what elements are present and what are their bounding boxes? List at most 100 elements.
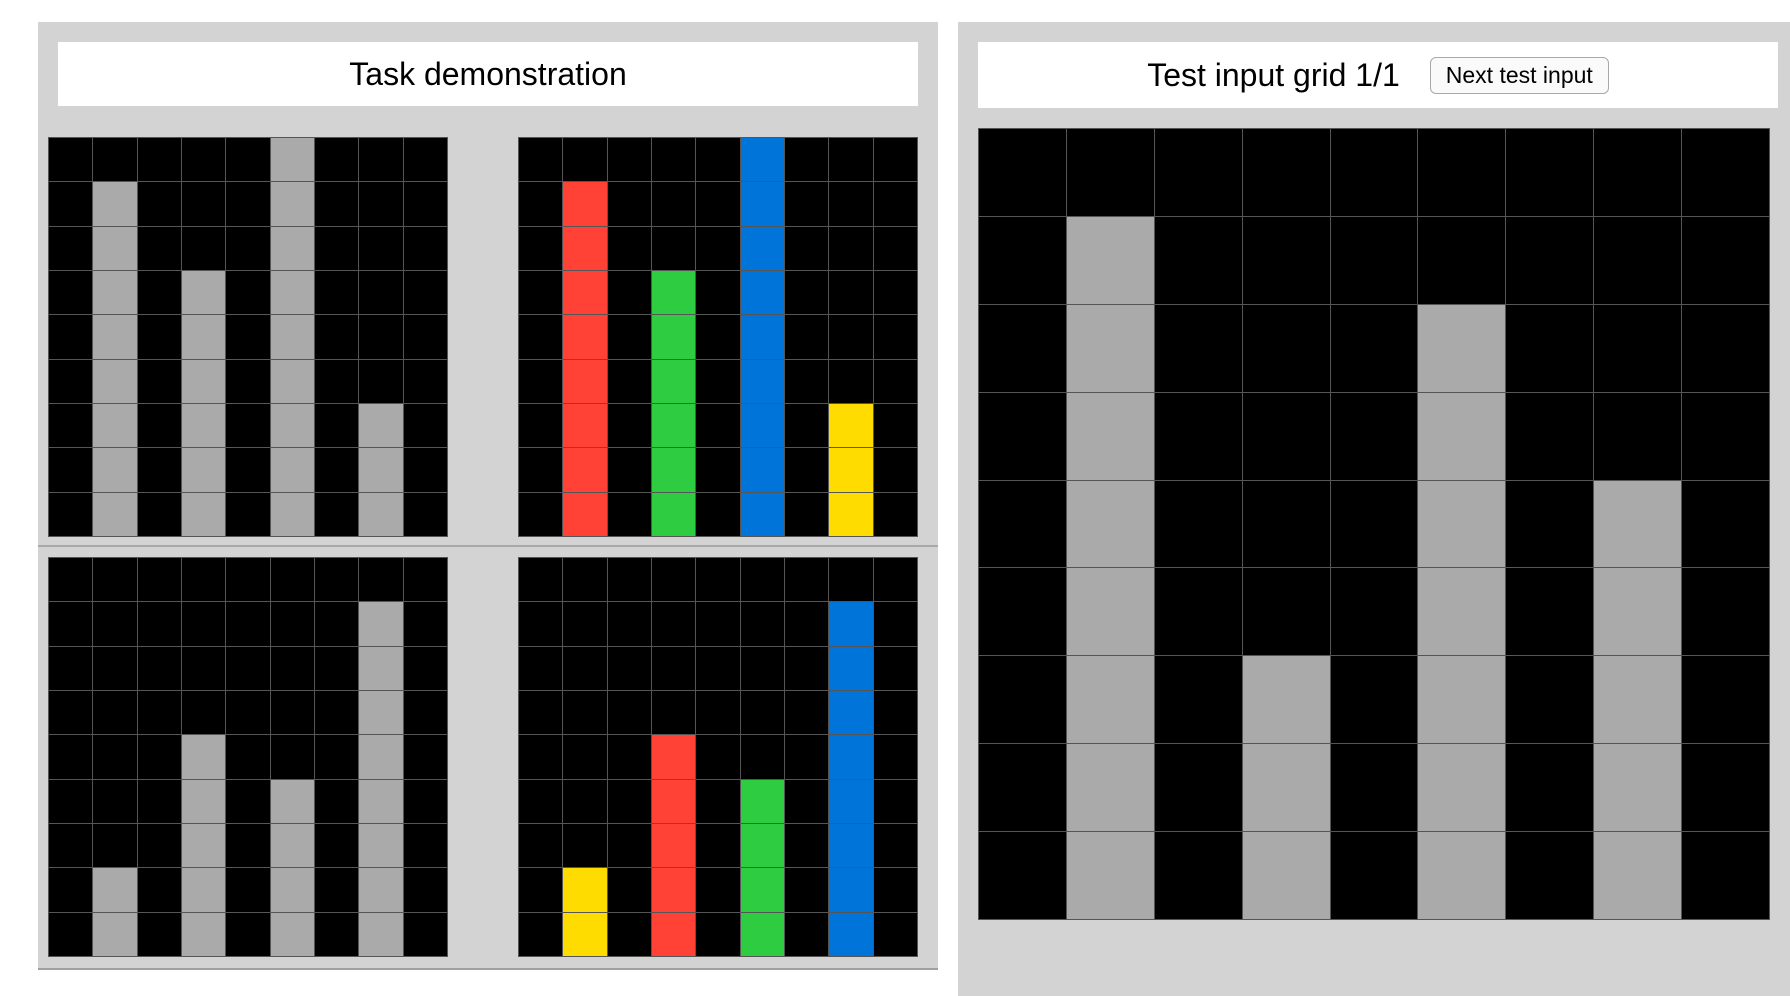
- grid-cell: [1594, 744, 1682, 832]
- grid-cell: [873, 602, 917, 646]
- grid-cell: [1066, 744, 1154, 832]
- grid-cell: [1242, 832, 1330, 919]
- grid-cell: [403, 558, 447, 602]
- grid-cell: [49, 492, 93, 536]
- grid-cell: [403, 359, 447, 403]
- grid-cell: [314, 226, 359, 270]
- grid-cell: [829, 315, 873, 359]
- grid-cell: [829, 138, 873, 182]
- grid-cell: [314, 735, 359, 779]
- grid-cell: [359, 492, 403, 536]
- grid-cell: [651, 182, 696, 226]
- grid-cell: [181, 270, 226, 315]
- grid-cell: [403, 182, 447, 226]
- grid-cell: [49, 182, 93, 226]
- grid-cell: [137, 912, 181, 956]
- grid-cell: [314, 359, 359, 403]
- grid-cell: [137, 448, 181, 492]
- grid-cell: [137, 558, 181, 602]
- grid-cell: [696, 779, 740, 823]
- grid-cell: [137, 823, 181, 868]
- grid-cell: [403, 735, 447, 779]
- grid-cell: [1330, 744, 1418, 832]
- grid-cell: [137, 646, 181, 690]
- grid-cell: [270, 779, 314, 823]
- grid-cell: [519, 735, 563, 779]
- grid-cell: [359, 602, 403, 646]
- next-test-input-button[interactable]: Next test input: [1429, 56, 1609, 94]
- grid-cell: [1682, 129, 1769, 216]
- grid-cell: [519, 868, 563, 912]
- grid-cell: [519, 182, 563, 226]
- grid-cell: [651, 138, 696, 182]
- grid-cell: [979, 304, 1066, 392]
- grid-cell: [359, 868, 403, 912]
- grid-cell: [1506, 216, 1594, 304]
- grid-cell: [226, 868, 270, 912]
- grid-cell: [607, 448, 651, 492]
- grid-cell: [829, 403, 873, 448]
- pair-divider: [38, 545, 938, 547]
- grid-cell: [829, 182, 873, 226]
- grid-cell: [137, 735, 181, 779]
- grid-cell: [49, 646, 93, 690]
- grid-cell: [519, 359, 563, 403]
- grid-cell: [1066, 216, 1154, 304]
- grid-cell: [49, 138, 93, 182]
- grid-cell: [873, 735, 917, 779]
- grid-cell: [829, 492, 873, 536]
- grid-cell: [829, 690, 873, 735]
- grid-cell: [49, 315, 93, 359]
- grid-cell: [137, 359, 181, 403]
- grid-cell: [1066, 392, 1154, 480]
- grid-cell: [873, 823, 917, 868]
- grid-cell: [1418, 129, 1506, 216]
- grid-cell: [740, 138, 784, 182]
- grid-cell: [270, 558, 314, 602]
- grid-cell: [359, 182, 403, 226]
- grid-cell: [519, 602, 563, 646]
- grid-cell: [403, 823, 447, 868]
- grid-cell: [359, 735, 403, 779]
- grid-cell: [651, 912, 696, 956]
- grid-cell: [49, 779, 93, 823]
- grid-cell: [314, 779, 359, 823]
- task-demonstration-panel: Task demonstration: [38, 22, 938, 970]
- grid-cell: [403, 270, 447, 315]
- grid-cell: [181, 868, 226, 912]
- grid-cell: [740, 182, 784, 226]
- grid-cell: [270, 403, 314, 448]
- grid-cell: [226, 226, 270, 270]
- grid-cell: [1330, 656, 1418, 744]
- grid-cell: [696, 558, 740, 602]
- grid-cell: [181, 690, 226, 735]
- grid-cell: [49, 558, 93, 602]
- grid-cell: [93, 646, 137, 690]
- demo-panel-title: Task demonstration: [349, 55, 627, 92]
- grid-cell: [696, 359, 740, 403]
- test-input-panel: Test input grid 1/1 Next test input: [958, 22, 1790, 996]
- grid-cell: [1154, 568, 1242, 656]
- grid-cell: [1154, 832, 1242, 919]
- grid-cell: [519, 912, 563, 956]
- grid-cell: [93, 270, 137, 315]
- grid-cell: [403, 226, 447, 270]
- grid-cell: [1242, 129, 1330, 216]
- grid-cell: [1418, 744, 1506, 832]
- grid-cell: [1594, 480, 1682, 568]
- grid-cell: [979, 216, 1066, 304]
- grid-cell: [696, 448, 740, 492]
- grid-cell: [1682, 216, 1769, 304]
- grid-cell: [359, 558, 403, 602]
- grid-cell: [1066, 304, 1154, 392]
- grid-cell: [607, 492, 651, 536]
- grid-cell: [519, 646, 563, 690]
- grid-cell: [1682, 480, 1769, 568]
- grid-cell: [181, 602, 226, 646]
- grid-cell: [873, 315, 917, 359]
- grid-cell: [1066, 480, 1154, 568]
- grid-cell: [49, 602, 93, 646]
- grid-cell: [49, 690, 93, 735]
- grid-cell: [607, 779, 651, 823]
- grid-cell: [403, 315, 447, 359]
